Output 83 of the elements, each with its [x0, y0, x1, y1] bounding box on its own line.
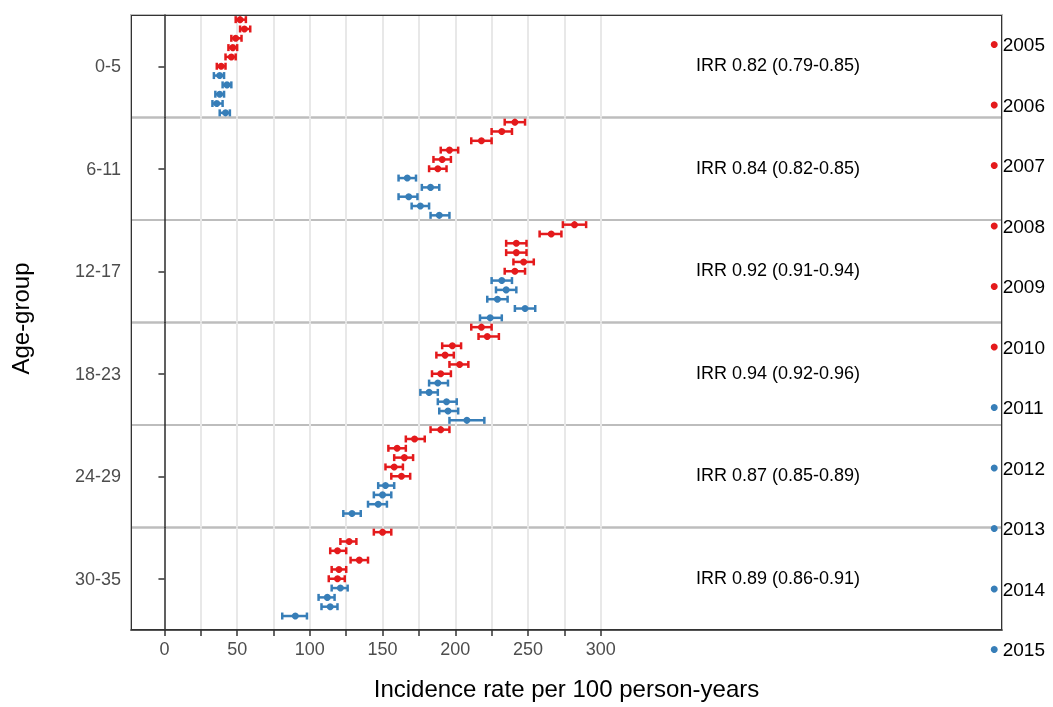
point [502, 286, 510, 294]
point [571, 221, 578, 229]
point [512, 239, 520, 247]
x-tick-label: 300 [585, 639, 616, 659]
y-tick-label: 12-17 [74, 261, 121, 282]
point [427, 183, 435, 191]
point [374, 500, 382, 508]
point [393, 444, 401, 452]
x-tick-label: 50 [227, 639, 248, 659]
y-tick-label: 30-35 [74, 568, 121, 589]
x-tick-label: 250 [512, 639, 543, 659]
annotation: IRR 0.82 (0.79-0.85) [695, 55, 861, 76]
point [456, 360, 464, 368]
point [403, 174, 411, 182]
point [336, 584, 344, 592]
point [434, 165, 442, 173]
legend-label: 2006 [1002, 94, 1046, 116]
point [397, 472, 405, 480]
point [512, 249, 520, 257]
point [547, 230, 555, 238]
point [521, 305, 529, 313]
point [323, 593, 331, 601]
y-tick-label: 6-11 [86, 158, 121, 179]
point [416, 202, 424, 210]
point [437, 370, 445, 378]
point [425, 388, 433, 396]
y-tick-label: 18-23 [74, 363, 121, 384]
annotation: IRR 0.92 (0.91-0.94) [695, 260, 861, 281]
x-tick-label: 150 [367, 639, 398, 659]
point [333, 575, 341, 583]
legend-label: 2010 [1002, 336, 1046, 358]
x-tick-label: 0 [159, 639, 170, 659]
point [445, 146, 453, 154]
x-axis-title: Incidence rate per 100 person-years [373, 674, 760, 702]
point [434, 379, 442, 387]
point [463, 416, 471, 424]
y-tick-label: 0-5 [94, 56, 121, 77]
point [326, 603, 334, 611]
point [437, 426, 445, 434]
legend-label: 2007 [1002, 155, 1046, 176]
point [291, 612, 299, 620]
legend-label: 2014 [1002, 578, 1046, 600]
point [379, 491, 387, 499]
point [333, 547, 341, 555]
point [511, 267, 519, 275]
y-axis-title: Age-group [6, 262, 34, 375]
point [486, 314, 494, 322]
point [498, 277, 506, 285]
point [435, 211, 443, 219]
point [438, 155, 446, 163]
point [443, 398, 451, 406]
legend-label: 2013 [1002, 518, 1046, 539]
legend-label: 2015 [1002, 639, 1046, 660]
point [390, 463, 398, 471]
x-tick-label: 100 [294, 639, 325, 659]
point [511, 118, 519, 126]
y-tick-label: 24-29 [74, 466, 121, 487]
point [520, 258, 528, 266]
legend-label: 2008 [1002, 215, 1046, 237]
annotation: IRR 0.87 (0.85-0.89) [695, 465, 861, 486]
point [483, 332, 491, 340]
point [381, 482, 389, 490]
point [405, 193, 413, 201]
point [379, 528, 387, 536]
annotation: IRR 0.94 (0.92-0.96) [695, 362, 861, 383]
point [498, 127, 506, 135]
legend-label: 2009 [1002, 276, 1046, 297]
point [477, 323, 485, 331]
point [345, 537, 353, 545]
x-tick-label: 200 [440, 639, 471, 659]
legend-label: 2011 [1002, 397, 1044, 418]
point [477, 137, 485, 145]
point [348, 510, 356, 518]
point [493, 295, 501, 303]
annotation: IRR 0.84 (0.82-0.85) [695, 157, 861, 178]
point [448, 342, 456, 350]
point [355, 556, 363, 564]
point [411, 435, 419, 443]
point [335, 565, 343, 573]
annotation: IRR 0.89 (0.86-0.91) [695, 567, 861, 588]
point [400, 454, 408, 462]
legend-label: 2005 [1002, 34, 1046, 55]
legend-label: 2012 [1002, 457, 1046, 479]
